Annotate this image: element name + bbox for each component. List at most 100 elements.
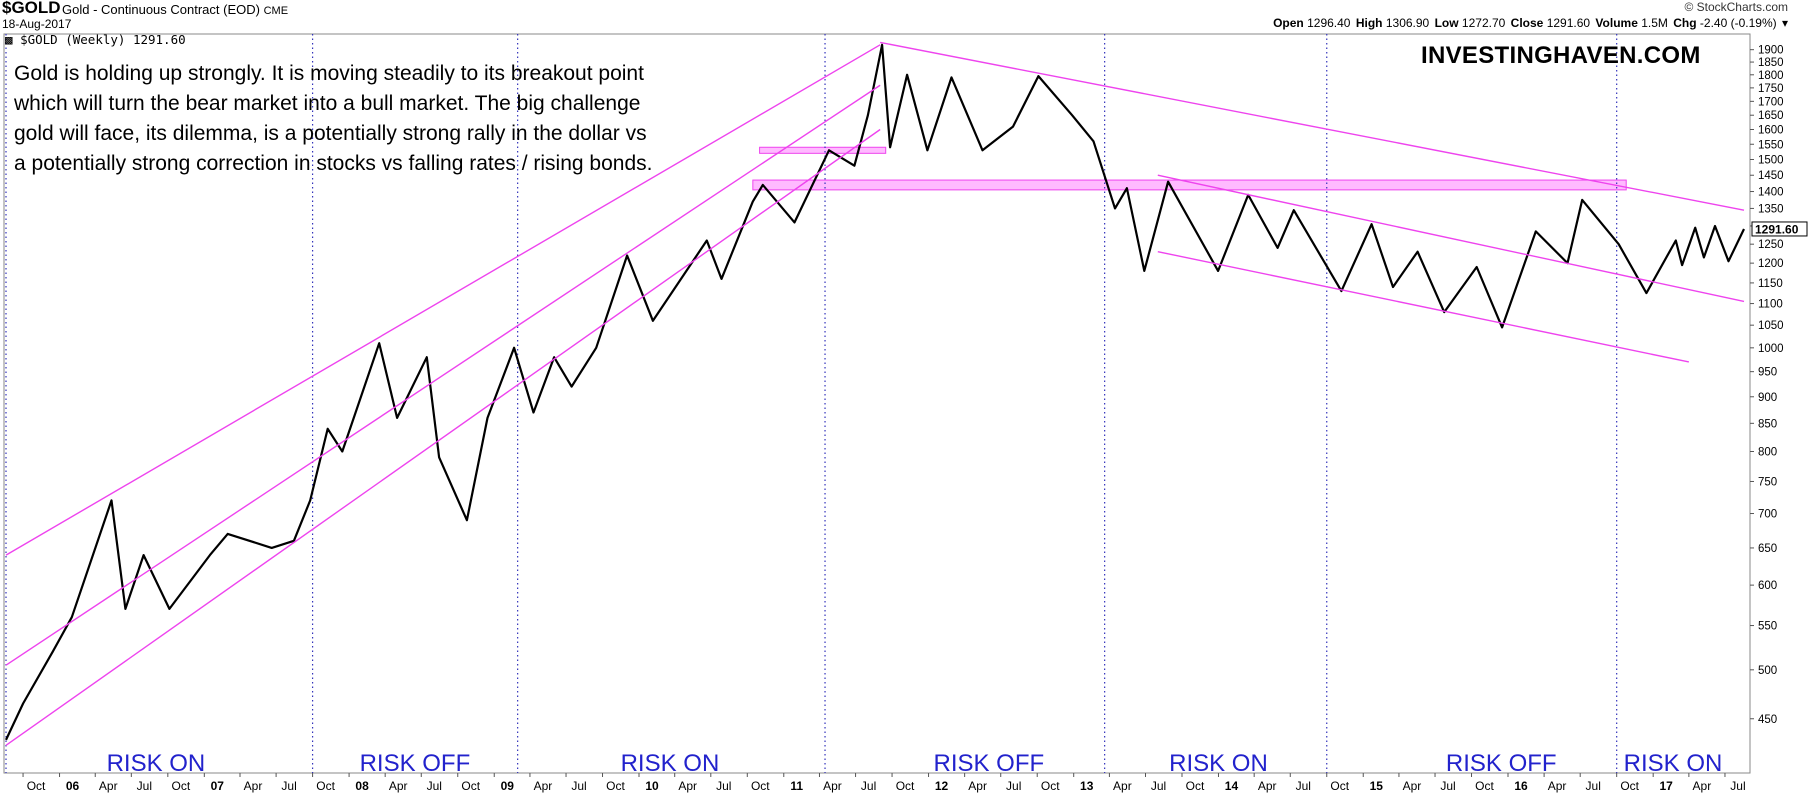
x-tick-label: 09 [501, 779, 515, 793]
x-tick-label: Oct [896, 779, 915, 793]
low-value: 1272.70 [1461, 16, 1506, 30]
x-tick-label: Apr [1403, 779, 1422, 793]
y-tick-label: 1600 [1758, 125, 1784, 137]
legend-icon: ▩ [5, 32, 13, 47]
x-tick-label: Apr [1548, 779, 1567, 793]
x-tick-label: Apr [823, 779, 842, 793]
symbol: $GOLD [2, 0, 61, 17]
x-tick-label: Oct [1475, 779, 1494, 793]
open-label: Open [1273, 16, 1304, 30]
regime-label: RISK OFF [360, 750, 471, 777]
y-tick-label: 700 [1758, 509, 1777, 521]
y-tick-label: 1150 [1758, 278, 1783, 290]
y-tick-label: 1700 [1758, 96, 1784, 108]
x-tick-label: Jul [861, 779, 876, 793]
x-tick-label: Jul [716, 779, 731, 793]
y-tick-label: 1100 [1758, 299, 1783, 311]
y-tick-label: 1400 [1758, 187, 1784, 199]
x-tick-label: 16 [1514, 779, 1528, 793]
description: Gold - Continuous Contract (EOD) CME [62, 2, 288, 17]
plot-frame [3, 33, 1751, 774]
regime-label: RISK OFF [1446, 750, 1557, 777]
y-tick-label: 1450 [1758, 170, 1784, 182]
exchange: CME [263, 5, 289, 17]
x-tick-label: Oct [27, 779, 46, 793]
x-tick-label: Apr [389, 779, 408, 793]
x-tick-label: Apr [534, 779, 553, 793]
y-tick-label: 1900 [1758, 45, 1784, 57]
legend-text: $GOLD (Weekly) 1291.60 [20, 32, 186, 47]
x-tick-label: Oct [606, 779, 625, 793]
x-tick-label: Apr [1113, 779, 1132, 793]
regime-label: RISK ON [107, 750, 206, 777]
y-tick-label: 1800 [1758, 70, 1784, 82]
x-tick-label: Oct [1330, 779, 1349, 793]
price-line [5, 43, 1745, 741]
chart-date: 18-Aug-2017 [2, 17, 72, 31]
y-tick-label: 1500 [1758, 154, 1784, 166]
x-tick-label: 06 [66, 779, 80, 793]
x-tick-label: 11 [790, 779, 803, 793]
quote-bar: Open 1296.40 High 1306.90 Low 1272.70 Cl… [1273, 16, 1790, 30]
y-tick-label: 1250 [1758, 239, 1784, 251]
y-tick-label: 750 [1758, 476, 1777, 488]
close-value: 1291.60 [1546, 16, 1591, 30]
x-tick-label: Oct [751, 779, 770, 793]
y-tick-label: 1750 [1758, 83, 1784, 95]
x-tick-label: 13 [1080, 779, 1094, 793]
y-tick-label: 1000 [1758, 343, 1784, 355]
resistance-zone [752, 179, 1627, 191]
x-tick-label: Jul [1151, 779, 1166, 793]
copyright: © StockCharts.com [1684, 0, 1788, 14]
low-label: Low [1434, 16, 1459, 30]
series-legend: ▩ $GOLD (Weekly) 1291.60 [5, 32, 186, 47]
chg-label: Chg [1673, 16, 1697, 30]
x-tick-label: 08 [355, 779, 369, 793]
x-tick-label: Jul [1006, 779, 1021, 793]
close-label: Close [1510, 16, 1544, 30]
y-tick-label: 900 [1758, 392, 1777, 404]
x-tick-label: 12 [935, 779, 949, 793]
chart-header: $GOLD Gold - Continuous Contract (EOD) C… [0, 0, 1810, 34]
y-tick-label: 450 [1758, 714, 1777, 726]
high-label: High [1355, 16, 1383, 30]
x-tick-label: Oct [1186, 779, 1205, 793]
chevron-down-icon[interactable]: ▾ [1781, 16, 1788, 30]
volume-value: 1.5M [1641, 16, 1668, 30]
x-tick-label: Jul [571, 779, 586, 793]
x-tick-label: 10 [645, 779, 659, 793]
brand-watermark: INVESTINGHAVEN.COM [1421, 42, 1701, 69]
trendline [1157, 250, 1690, 363]
x-tick-label: 07 [211, 779, 225, 793]
x-tick-label: Apr [1693, 779, 1712, 793]
annotation-text: Gold is holding up strongly. It is movin… [14, 62, 653, 175]
trendline [1157, 174, 1745, 303]
y-tick-label: 650 [1758, 543, 1777, 555]
y-tick-label: 1850 [1758, 57, 1784, 69]
y-tick-label: 850 [1758, 418, 1777, 430]
chg-value: -2.40 (-0.19%) [1699, 16, 1777, 30]
y-tick-label: 1650 [1758, 110, 1784, 122]
x-tick-label: Apr [99, 779, 118, 793]
x-tick-label: Jul [427, 779, 442, 793]
last-value-label: 1291.60 [1755, 222, 1799, 236]
y-tick-label: 550 [1758, 621, 1777, 633]
regime-label: RISK ON [1169, 750, 1268, 777]
open-value: 1296.40 [1307, 16, 1351, 30]
last-value-box [1751, 221, 1808, 237]
trendline [5, 128, 881, 746]
x-tick-label: Apr [678, 779, 697, 793]
x-tick-label: Apr [244, 779, 263, 793]
y-tick-label: 1550 [1758, 139, 1784, 151]
trendline [5, 84, 881, 666]
x-tick-label: Oct [171, 779, 190, 793]
y-tick-label: 1200 [1758, 258, 1784, 270]
resistance-zone [759, 146, 887, 154]
y-tick-label: 800 [1758, 446, 1777, 458]
x-tick-label: 14 [1225, 779, 1239, 793]
y-tick-label: 1350 [1758, 203, 1784, 215]
x-tick-label: Jul [1296, 779, 1311, 793]
y-tick-label: 600 [1758, 580, 1777, 592]
x-tick-label: Jul [281, 779, 296, 793]
regime-label: RISK ON [621, 750, 720, 777]
